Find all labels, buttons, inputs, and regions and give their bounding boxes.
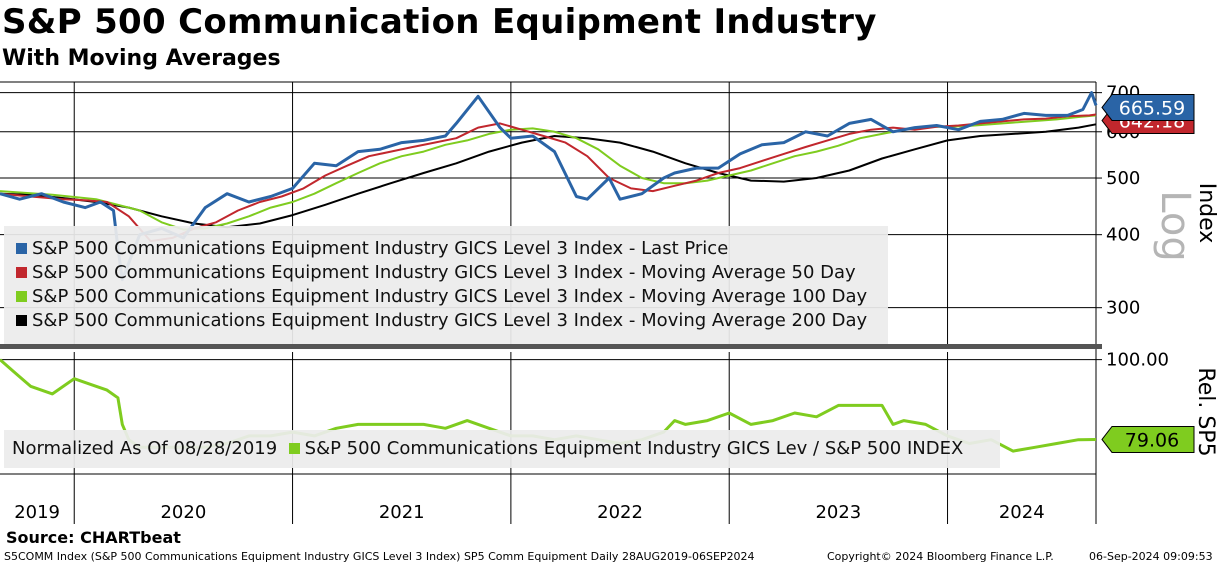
source-label: Source: CHARTbeat (6, 528, 181, 547)
upper-legend: S&P 500 Communications Equipment Industr… (4, 226, 888, 344)
legend-swatch-last-price (16, 243, 27, 254)
legend-label-ma200: S&P 500 Communications Equipment Industr… (32, 310, 868, 331)
legend-normalized-label: Normalized As Of 08/28/2019 (12, 438, 278, 459)
y-tick-label-500: 500 (1106, 168, 1140, 189)
series-line-ma100 (0, 114, 1097, 231)
footer-copyright: Copyright© 2024 Bloomberg Finance L.P. (827, 550, 1054, 563)
last-value-price-flag (1101, 93, 1195, 121)
legend-swatch-ma200 (16, 315, 27, 326)
legend-swatch-relative (288, 443, 300, 454)
last-value-relative-flag (1101, 425, 1195, 453)
y-tick-label-300: 300 (1106, 298, 1140, 319)
legend-swatch-ma100 (16, 291, 27, 302)
panel-divider (0, 344, 1102, 349)
last-value-price-label: 665.59 (1119, 97, 1185, 119)
x-tick-label-2023: 2023 (815, 502, 861, 523)
chart-subtitle: With Moving Averages (2, 46, 281, 71)
x-tick-label-2021: 2021 (379, 502, 425, 523)
legend-label-last-price: S&P 500 Communications Equipment Industr… (32, 238, 729, 259)
footer-description: S5COMM Index (S&P 500 Communications Equ… (4, 550, 755, 563)
legend-entry-ma50: S&P 500 Communications Equipment Industr… (16, 262, 856, 283)
legend-label-ma100: S&P 500 Communications Equipment Industr… (32, 286, 868, 307)
x-tick-label-2020: 2020 (160, 502, 206, 523)
legend-entry-last-price: S&P 500 Communications Equipment Industr… (16, 238, 728, 259)
chart-title: S&P 500 Communication Equipment Industry (2, 2, 877, 42)
last-value-relative-label: 79.06 (1125, 429, 1179, 451)
lower-axis-title: Rel. SP5 (1193, 367, 1218, 456)
x-tick-label-2024: 2024 (999, 502, 1045, 523)
footer-timestamp: 06-Sep-2024 09:09:53 (1089, 550, 1213, 563)
legend-entry-ma100: S&P 500 Communications Equipment Industr… (16, 286, 867, 307)
legend-entry-ma200: S&P 500 Communications Equipment Industr… (16, 310, 867, 331)
legend-swatch-ma50 (16, 267, 27, 278)
upper-axis-title: Index (1194, 183, 1219, 244)
legend-label-relative: S&P 500 Communications Equipment Industr… (304, 438, 964, 459)
x-tick-label-2022: 2022 (597, 502, 643, 523)
rel-tick-label-0: 100.00 (1106, 350, 1169, 371)
lower-legend: Normalized As Of 08/28/2019 S&P 500 Comm… (4, 430, 1000, 468)
log-scale-label: Log (1152, 190, 1198, 261)
legend-entry-relative: Normalized As Of 08/28/2019 S&P 500 Comm… (12, 438, 963, 459)
y-tick-label-400: 400 (1106, 225, 1140, 246)
series-line-ma200 (0, 123, 1097, 229)
legend-label-ma50: S&P 500 Communications Equipment Industr… (32, 262, 856, 283)
x-tick-label-2019: 2019 (14, 502, 60, 523)
